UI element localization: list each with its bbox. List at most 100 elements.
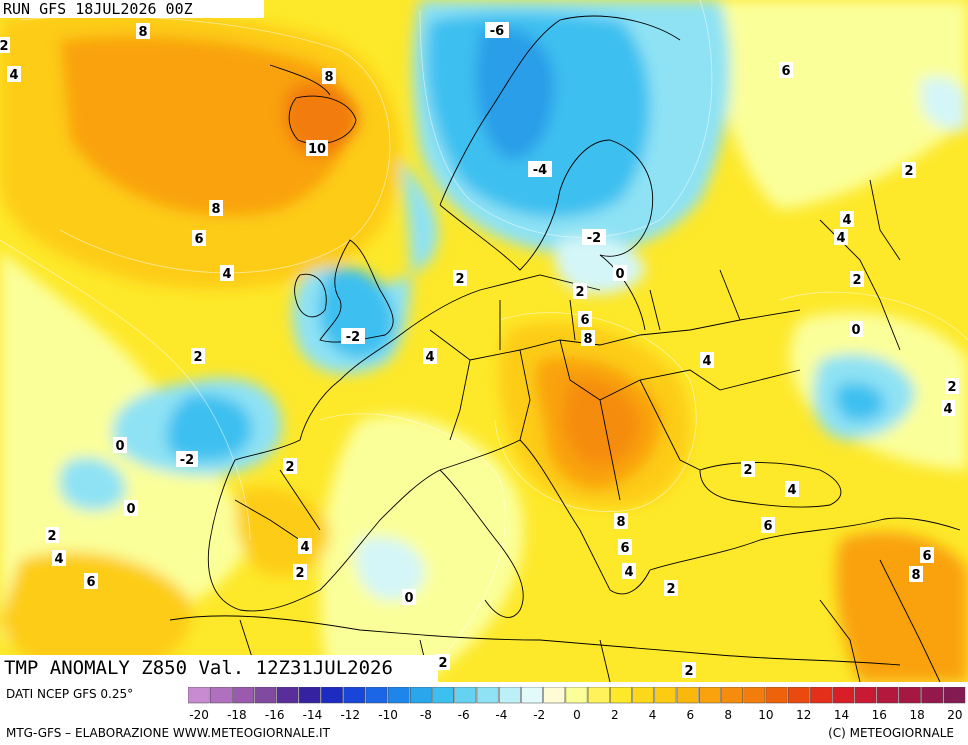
scale-swatch xyxy=(476,686,499,704)
scale-swatch xyxy=(232,686,254,704)
scale-swatch xyxy=(454,686,477,704)
contour-label: 0 xyxy=(402,589,416,606)
scale-swatch xyxy=(743,686,766,704)
svg-text:2: 2 xyxy=(743,463,752,478)
scale-swatch xyxy=(298,686,321,704)
svg-text:6: 6 xyxy=(781,64,790,79)
svg-text:0: 0 xyxy=(851,323,860,338)
svg-text:8: 8 xyxy=(911,568,920,583)
contour-label: 4 xyxy=(220,265,234,282)
svg-text:8: 8 xyxy=(583,332,592,347)
scale-swatch xyxy=(699,686,721,704)
svg-text:2: 2 xyxy=(684,664,693,679)
svg-text:2: 2 xyxy=(0,39,9,54)
svg-text:-2: -2 xyxy=(180,453,194,468)
contour-label: 8 xyxy=(322,68,336,85)
svg-text:6: 6 xyxy=(86,575,95,590)
scale-swatch xyxy=(587,686,610,704)
svg-text:4: 4 xyxy=(54,552,63,567)
scale-swatch xyxy=(565,686,588,704)
scale-tick-label: 8 xyxy=(724,708,732,722)
contour-label: 4 xyxy=(423,348,437,365)
isotherm-lines xyxy=(0,0,968,682)
scale-tick-label: 18 xyxy=(909,708,924,722)
contour-label: 2 xyxy=(436,654,450,671)
svg-text:0: 0 xyxy=(126,502,135,517)
source-credit: MTG-GFS – ELABORAZIONE WWW.METEOGIORNALE… xyxy=(6,726,330,740)
contour-label: 2 xyxy=(453,270,467,287)
svg-text:6: 6 xyxy=(763,519,772,534)
contour-label: 0 xyxy=(113,437,127,454)
scale-swatch xyxy=(365,686,388,704)
contour-label: -2 xyxy=(176,451,198,468)
svg-text:6: 6 xyxy=(194,232,203,247)
scale-swatch xyxy=(498,686,521,704)
svg-text:-2: -2 xyxy=(346,330,360,345)
contour-label: 4 xyxy=(298,538,312,555)
svg-text:2: 2 xyxy=(295,566,304,581)
copyright: (C) METEOGIORNALE xyxy=(828,726,954,740)
contour-label: 6 xyxy=(578,311,592,328)
contour-label: 2 xyxy=(573,283,587,300)
svg-text:0: 0 xyxy=(404,591,413,606)
contour-label: 0 xyxy=(849,321,863,338)
contour-label: 2 xyxy=(0,37,10,54)
scale-swatch xyxy=(787,686,810,704)
scale-swatch xyxy=(876,686,899,704)
scale-tick-label: 20 xyxy=(947,708,962,722)
svg-text:8: 8 xyxy=(324,70,333,85)
contour-label: 6 xyxy=(618,539,632,556)
contour-label: 8 xyxy=(581,330,595,347)
contour-label: 2 xyxy=(191,348,205,365)
svg-text:-6: -6 xyxy=(490,24,504,39)
svg-text:4: 4 xyxy=(943,402,952,417)
contour-label: 0 xyxy=(124,500,138,517)
contour-label: 2 xyxy=(850,271,864,288)
contour-label: 6 xyxy=(779,62,793,79)
coastlines-borders xyxy=(169,15,961,682)
data-credit: DATI NCEP GFS 0.25° xyxy=(6,687,134,701)
scale-tick-label: -2 xyxy=(533,708,545,722)
contour-label: 4 xyxy=(941,400,955,417)
scale-swatch xyxy=(632,686,655,704)
contour-label: 10 xyxy=(306,140,328,157)
contour-label: 2 xyxy=(283,458,297,475)
scale-swatch xyxy=(832,686,855,704)
scale-swatch xyxy=(543,686,566,704)
scale-swatch xyxy=(387,686,410,704)
contour-label: -6 xyxy=(485,22,509,39)
svg-text:4: 4 xyxy=(624,565,633,580)
svg-text:4: 4 xyxy=(842,213,851,228)
scale-swatch xyxy=(899,686,921,704)
scale-swatch xyxy=(654,686,677,704)
scale-tick-label: -10 xyxy=(378,708,398,722)
scale-swatch xyxy=(921,686,944,704)
contour-label: 2 xyxy=(945,378,959,395)
contour-label: 2 xyxy=(902,162,916,179)
scale-tick-label: 2 xyxy=(611,708,619,722)
scale-swatch xyxy=(765,686,788,704)
map-title: TMP ANOMALY Z850 Val. 12Z31JUL2026 xyxy=(0,655,438,682)
scale-swatch xyxy=(432,686,454,704)
contour-label: 2 xyxy=(45,527,59,544)
contour-label: 8 xyxy=(909,566,923,583)
svg-text:-2: -2 xyxy=(587,231,601,246)
contour-label: 8 xyxy=(614,513,628,530)
scale-tick-label: 4 xyxy=(649,708,657,722)
scale-tick-label: -16 xyxy=(265,708,285,722)
scale-swatch xyxy=(943,686,966,704)
color-scale-legend: -20 -18 -16 -14 -12 -10 -8 -6 -4 -2 0 2 4 6 8 10 12 14 16 1… xyxy=(187,686,966,723)
svg-text:4: 4 xyxy=(702,354,711,369)
scale-tick-label: -4 xyxy=(495,708,507,722)
scale-swatch xyxy=(721,686,743,704)
svg-text:6: 6 xyxy=(922,549,931,564)
svg-text:2: 2 xyxy=(575,285,584,300)
svg-text:2: 2 xyxy=(193,350,202,365)
svg-text:8: 8 xyxy=(616,515,625,530)
svg-text:4: 4 xyxy=(300,540,309,555)
scale-swatch xyxy=(521,686,543,704)
svg-text:10: 10 xyxy=(308,142,326,157)
contour-label: 4 xyxy=(840,211,854,228)
scale-swatch xyxy=(209,686,232,704)
scale-tick-label: -20 xyxy=(189,708,209,722)
